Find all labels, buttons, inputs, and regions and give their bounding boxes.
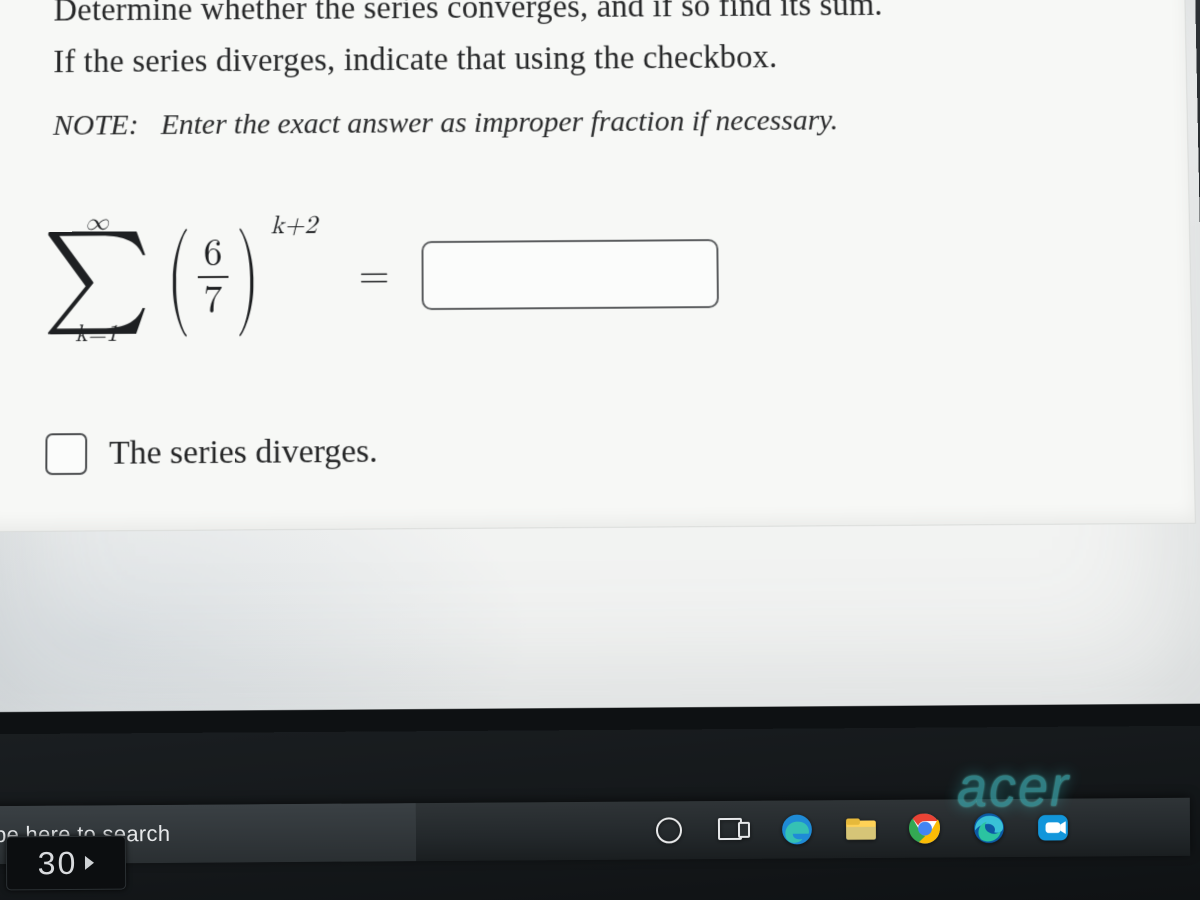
note-label: NOTE: bbox=[53, 109, 139, 142]
answer-input[interactable] bbox=[421, 240, 718, 311]
sigma-glyph-icon: ∑ bbox=[42, 234, 151, 322]
volume-osd: 30 bbox=[6, 836, 126, 891]
sigma-lower-limit: k=1 bbox=[75, 322, 118, 346]
note-line: NOTE: Enter the exact answer as improper… bbox=[53, 102, 1162, 143]
cortana-icon[interactable] bbox=[652, 813, 686, 847]
diverges-row: The series diverges. bbox=[45, 425, 1168, 475]
left-paren-icon: ( bbox=[166, 234, 190, 321]
file-explorer-icon[interactable] bbox=[844, 812, 878, 846]
task-view-icon[interactable] bbox=[716, 813, 750, 847]
note-text: Enter the exact answer as improper fract… bbox=[161, 104, 838, 141]
screen-area: Determine whether the series converges, … bbox=[0, 0, 1200, 734]
exponent: k+2 bbox=[271, 212, 317, 243]
fraction-numerator: 6 bbox=[197, 231, 228, 276]
diverges-checkbox[interactable] bbox=[45, 433, 87, 475]
prompt-line-2: If the series diverges, indicate that us… bbox=[53, 31, 1160, 89]
chrome-icon[interactable] bbox=[908, 811, 942, 845]
right-paren-icon: ) bbox=[236, 234, 259, 321]
sigma: ∞ ∑ k=1 bbox=[42, 211, 151, 346]
question-panel: Determine whether the series converges, … bbox=[0, 0, 1196, 532]
monitor-brand-label: acer bbox=[957, 754, 1070, 820]
series-expression: ∞ ∑ k=1 ( 6 7 ) k+2 = bbox=[42, 204, 1165, 346]
equals-sign: = bbox=[359, 253, 390, 300]
diverges-label: The series diverges. bbox=[109, 433, 378, 473]
monitor-photo: Determine whether the series converges, … bbox=[0, 0, 1200, 900]
taskbar-icons bbox=[652, 798, 1190, 860]
fraction: 6 7 bbox=[197, 231, 228, 324]
osd-arrow-icon bbox=[85, 856, 94, 870]
fraction-denominator: 7 bbox=[197, 278, 228, 324]
edge-icon[interactable] bbox=[780, 812, 814, 846]
term-parenthesized: ( 6 7 ) bbox=[157, 231, 269, 324]
volume-osd-value: 30 bbox=[38, 844, 78, 881]
